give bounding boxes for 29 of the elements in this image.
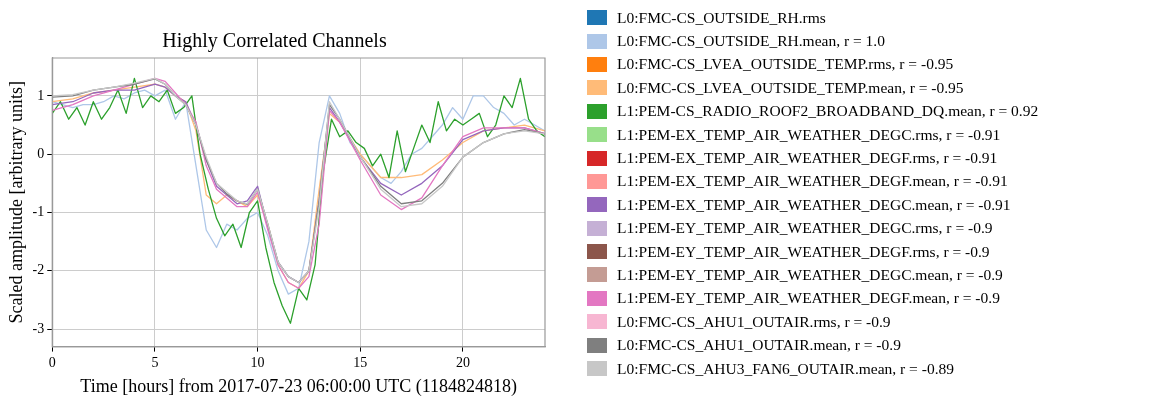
x-tick-label: 15 [353,354,368,370]
legend-label: L1:PEM-EX_TEMP_AIR_WEATHER_DEGF.mean, r = -0.91 [617,172,1008,191]
chart-title: Highly Correlated Channels [162,29,387,53]
y-axis-title: Scaled amplitude [arbitrary units] [5,81,26,324]
legend-label: L1:PEM-CS_RADIO_ROOF2_BROADBAND_DQ.mean, r = 0.92 [617,102,1039,121]
x-tick-label: 0 [48,354,56,370]
y-tick-label: -3 [32,320,45,336]
x-tick-label: 10 [250,354,265,370]
legend-label: L1:PEM-EY_TEMP_AIR_WEATHER_DEGC.mean, r = -0.9 [617,265,1003,284]
x-tick-label: 5 [151,354,159,370]
legend-label: L0:FMC-CS_LVEA_OUTSIDE_TEMP.mean, r = -0.95 [617,78,964,97]
legend-label: L0:FMC-CS_AHU1_OUTAIR.mean, r = -0.9 [617,336,901,355]
legend-label: L1:PEM-EY_TEMP_AIR_WEATHER_DEGF.rms, r = -0.9 [617,242,990,261]
y-tick-label: -1 [32,204,45,220]
y-tick-label: 1 [37,87,45,103]
y-tick-label: 0 [37,145,45,161]
legend-label: L0:FMC-CS_AHU1_OUTAIR.rms, r = -0.9 [617,312,891,331]
legend-label: L1:PEM-EX_TEMP_AIR_WEATHER_DEGC.rms, r = -0.91 [617,125,1001,144]
legend-label: L1:PEM-EY_TEMP_AIR_WEATHER_DEGC.rms, r = -0.9 [617,219,993,238]
legend-label: L0:FMC-CS_LVEA_OUTSIDE_TEMP.rms, r = -0.95 [617,55,954,74]
legend-label: L1:PEM-EY_TEMP_AIR_WEATHER_DEGF.mean, r = -0.9 [617,289,1000,308]
legend-label: L0:FMC-CS_OUTSIDE_RH.rms [617,8,826,27]
legend-label: L1:PEM-EX_TEMP_AIR_WEATHER_DEGF.rms, r = -0.91 [617,149,998,168]
legend-label: L1:PEM-EX_TEMP_AIR_WEATHER_DEGC.mean, r = -0.91 [617,195,1011,214]
x-tick-label: 20 [455,354,470,370]
y-tick-label: -2 [32,262,45,278]
x-axis-title: Time [hours] from 2017-07-23 06:00:00 UTC (1184824818) [80,375,517,397]
legend-label: L0:FMC-CS_AHU3_FAN6_OUTAIR.mean, r = -0.89 [617,359,955,378]
legend-label: L0:FMC-CS_OUTSIDE_RH.mean, r = 1.0 [617,32,885,51]
